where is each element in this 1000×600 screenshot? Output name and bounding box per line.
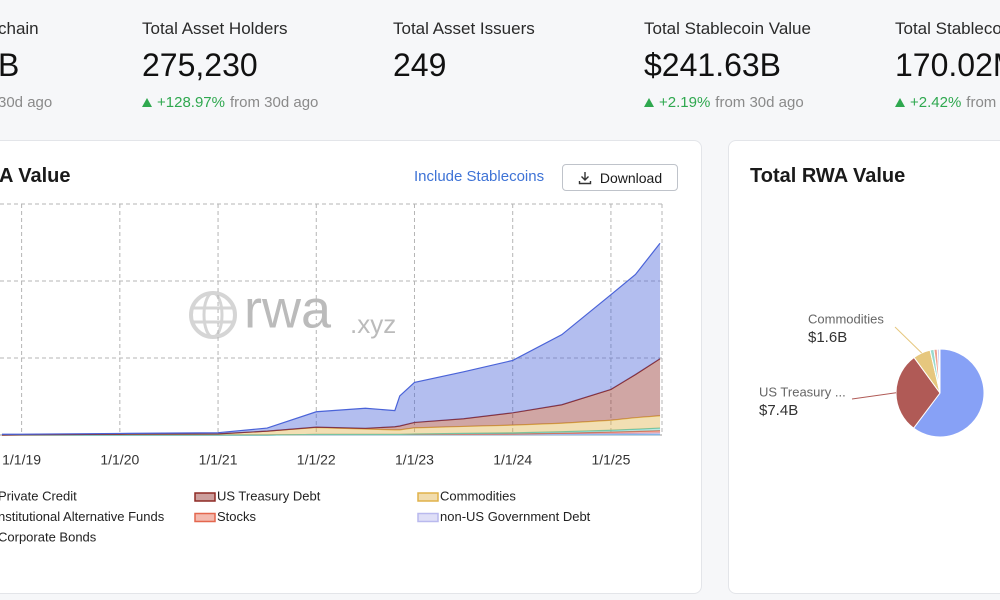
area-fill [1,415,661,435]
pie-slice [912,348,985,438]
up-arrow [142,98,152,107]
download-label: Download [599,169,663,186]
stat-value: 275,230 [142,47,258,83]
legend-label: Stocks [217,509,257,524]
pie-label: US Treasury ... [759,384,846,399]
area-fill [1,358,661,435]
x-tick-label: 1/1/22 [297,452,336,468]
change-note: from 30d ago [229,94,319,111]
pie-value-label: $1.6B [808,329,847,346]
download-button[interactable]: Download [562,164,678,191]
x-tick-label: 1/1/21 [199,452,238,468]
legend-label: Commodities [440,488,516,503]
legend-label: Corporate Bonds [0,529,97,544]
stat-value: 249 [393,47,447,83]
change-note: from 30d ago [715,94,804,111]
panel-title: A Value [0,165,71,187]
pie-slice [938,348,941,394]
stat-change: 30d ago [0,94,52,111]
legend-swatch [194,492,216,502]
change-value: +2.19% [659,94,711,111]
stat-value: 170.02M [895,47,1000,83]
leader-line [851,392,897,400]
x-tick-label: 1/1/23 [395,452,434,468]
legend-label: US Treasury Debt [217,488,321,503]
legend-label: nstitutional Alternative Funds [0,509,165,524]
stat-change: +128.97% from 30d ago [142,94,318,111]
panel-title: Total RWA Value [750,165,906,187]
up-arrow [895,98,905,107]
stat-label: Total Stablecoin Value [644,19,811,38]
watermark-text: rwa [244,279,332,339]
up-arrow [644,98,654,107]
legend-swatch [194,512,216,523]
x-tick-label: 1/1/25 [591,452,630,468]
stat-change: +2.19% from 30d ago [644,94,804,111]
stat-value: $241.63B [644,47,782,83]
stat-value: B [0,47,20,83]
download-icon [578,171,592,184]
watermark-text: .xyz [350,309,396,339]
change-note: from [966,94,997,111]
area-line [1,242,661,435]
legend-swatch [417,492,439,502]
stat-change: +2.42% from [895,94,996,111]
stat-label: Total Stablecoi [895,19,1000,38]
x-tick-label: 1/1/20 [100,452,139,468]
include-stablecoins-toggle[interactable]: Include Stablecoins [414,168,545,185]
legend-label: non-US Government Debt [440,509,591,524]
change-note: 30d ago [0,94,53,111]
chart-panel [0,140,702,594]
pie-label: Commodities [808,311,884,326]
pie-value-label: $7.4B [759,402,798,419]
change-value: +128.97% [157,94,225,111]
x-tick-label: 1/1/24 [493,452,532,468]
legend-swatch [417,512,439,523]
area-line [1,427,661,436]
x-tick-label: 1/1/19 [2,452,41,468]
stat-label: Total Asset Issuers [393,19,535,38]
leader-line [894,326,923,354]
stat-label: chain [0,19,39,38]
legend-label: Private Credit [0,488,77,503]
pie-slice [895,356,941,429]
watermark [189,291,237,339]
area-fill [1,243,661,435]
stat-label: Total Asset Holders [142,19,288,38]
area-line [1,358,661,436]
change-value: +2.42% [910,94,962,111]
areas [1,242,661,436]
